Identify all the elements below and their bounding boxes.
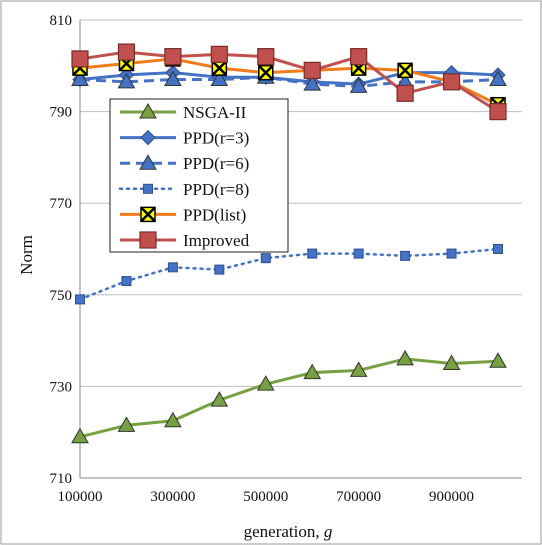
data-point	[493, 244, 503, 254]
series-layer	[71, 43, 507, 444]
legend-marker	[143, 183, 153, 194]
series-line	[79, 75, 499, 88]
data-point	[303, 363, 322, 380]
data-point	[349, 361, 368, 377]
x-tick-label: 500000	[243, 489, 288, 505]
series-line	[79, 50, 499, 113]
legend-marker	[139, 231, 157, 249]
data-point	[210, 70, 229, 87]
data-point	[210, 45, 228, 63]
x-tick-label: 300000	[150, 489, 195, 505]
data-point	[260, 253, 271, 264]
data-point	[117, 72, 136, 89]
data-point	[489, 352, 507, 368]
y-axis-title: Norm	[17, 235, 36, 275]
data-point	[117, 416, 136, 432]
y-tick-label: 750	[50, 288, 73, 304]
data-point	[257, 48, 275, 66]
legend-marker	[140, 129, 156, 146]
x-tick-label: 900000	[429, 489, 474, 505]
series-line	[79, 57, 499, 107]
data-point	[210, 391, 229, 407]
data-point	[164, 411, 182, 428]
data-point	[396, 84, 414, 102]
data-point	[257, 64, 274, 81]
data-point	[353, 248, 364, 259]
y-tick-label: 770	[50, 196, 73, 212]
data-point	[489, 102, 507, 121]
data-point	[349, 77, 368, 93]
legend-label: Improved	[183, 231, 250, 250]
tick-labels: 710 730 750 770 790 810 100000 300000 500000 7000…	[50, 13, 475, 505]
data-point	[442, 73, 461, 91]
series-nsga-ii	[71, 349, 507, 444]
legend: NSGA-II PPD(r=3) PPD(r=6) PPD(r=8) PPD(list)…	[109, 98, 289, 253]
data-point	[350, 48, 368, 66]
legend-item: PPD(list)	[120, 205, 246, 224]
series-improved	[71, 43, 507, 121]
data-point	[303, 61, 321, 79]
legend-item: Improved	[120, 231, 250, 250]
data-point	[117, 43, 136, 61]
x-tick-label: 100000	[58, 489, 103, 505]
legend-item: PPD(r=6)	[120, 154, 249, 173]
y-tick-label: 730	[50, 379, 73, 395]
data-point	[256, 375, 275, 391]
data-point-cross	[397, 62, 413, 79]
legend-marker	[139, 154, 157, 170]
data-point	[121, 276, 132, 287]
x-tick-label: 700000	[336, 489, 381, 505]
data-point	[164, 48, 182, 66]
data-point-cross	[211, 60, 228, 76]
legend-label: NSGA-II	[183, 103, 247, 122]
data-point	[442, 354, 461, 370]
legend-marker-cross	[140, 206, 156, 223]
data-point	[214, 264, 225, 275]
legend-label: PPD(r=8)	[183, 180, 249, 199]
series-line	[78, 247, 500, 301]
legend-marker	[140, 206, 156, 223]
y-tick-label: 790	[50, 105, 73, 121]
data-point	[307, 248, 318, 259]
x-axis-title-text: generation,	[244, 522, 324, 541]
data-point	[75, 294, 85, 305]
data-point	[446, 248, 457, 259]
series-line	[79, 357, 499, 439]
data-point	[211, 60, 228, 76]
y-tick-label: 710	[50, 471, 73, 487]
data-point	[71, 427, 89, 444]
data-point	[303, 75, 322, 91]
x-axis-title: generation, g	[244, 522, 333, 541]
data-point	[400, 250, 411, 261]
x-axis-title-var: g	[324, 522, 333, 541]
data-point	[164, 70, 182, 87]
legend-label: PPD(list)	[183, 205, 246, 224]
data-point	[71, 50, 89, 68]
data-point	[397, 62, 413, 79]
legend-marker	[139, 102, 157, 119]
data-point	[71, 70, 89, 87]
legend-label: PPD(r=3)	[183, 129, 249, 148]
data-point	[167, 262, 178, 273]
legend-item: PPD(r=3)	[120, 129, 249, 148]
data-point	[489, 70, 507, 87]
series-ppd-r-8-	[75, 244, 503, 305]
legend-item: NSGA-II	[120, 102, 247, 122]
y-tick-label: 810	[50, 13, 73, 29]
legend-item: PPD(r=8)	[118, 180, 249, 199]
legend-box	[109, 98, 289, 253]
data-point-cross	[257, 64, 274, 81]
axes	[79, 20, 522, 479]
data-point	[396, 349, 414, 366]
legend-label: PPD(r=6)	[183, 154, 249, 173]
